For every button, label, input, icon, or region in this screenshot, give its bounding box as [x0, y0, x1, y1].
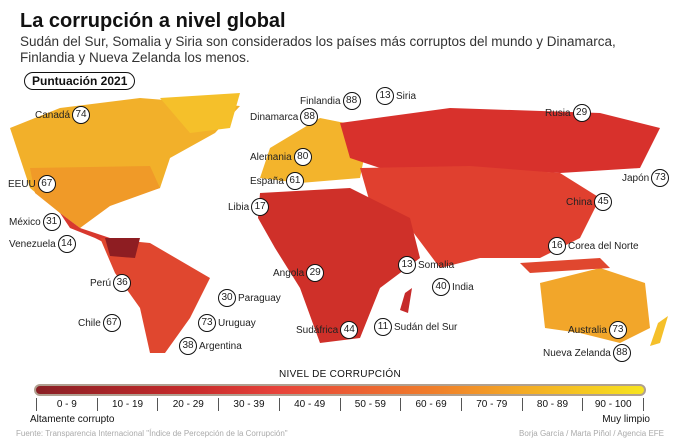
country-label-denmark: Dinamarca 88	[250, 108, 319, 126]
legend-range: 70 - 79	[460, 398, 522, 411]
country-label-syria: 13 Siria	[376, 87, 416, 105]
legend-range: 30 - 39	[218, 398, 279, 411]
asia	[360, 166, 600, 268]
country-label-venezuela: Venezuela 14	[9, 235, 76, 253]
country-label-peru: Perú 36	[90, 274, 132, 292]
country-label-libya: Libia 17	[228, 198, 270, 216]
madagascar	[400, 288, 412, 313]
legend-high-label: Muy limpio	[602, 414, 650, 425]
legend-range: 90 - 100	[582, 398, 645, 411]
legend-range: 60 - 69	[400, 398, 461, 411]
legend-range: 20 - 29	[157, 398, 218, 411]
country-label-new-zealand: Nueva Zelanda 88	[543, 344, 631, 362]
south-america	[100, 238, 210, 353]
country-label-spain: España 61	[250, 172, 304, 190]
africa	[258, 188, 420, 343]
page-title: La corrupción a nivel global	[20, 10, 286, 32]
country-label-uruguay: 73 Uruguay	[198, 314, 256, 332]
legend-title: NIVEL DE CORRUPCIÓN	[278, 369, 401, 380]
country-label-mexico: México 31	[9, 213, 61, 231]
country-label-north-korea: 16 Corea del Norte	[548, 237, 639, 255]
country-label-japan: Japón 73	[622, 169, 670, 187]
subtitle: Sudán del Sur, Somalia y Siria son consi…	[20, 34, 616, 65]
country-label-south-africa: Sudáfrica 44	[296, 321, 359, 339]
country-label-angola: Angola 29	[273, 264, 325, 282]
country-label-russia: Rusia 29	[545, 104, 591, 122]
source-note: Fuente: Transparencia Internacional "Índ…	[16, 429, 288, 438]
europe	[260, 118, 370, 183]
venezuela	[105, 238, 140, 258]
world-map	[10, 93, 668, 353]
legend-range: 80 - 89	[521, 398, 583, 411]
country-label-somalia: 13 Somalia	[398, 256, 454, 274]
country-label-canada: Canadá 74	[35, 106, 91, 124]
usa	[30, 166, 160, 228]
legend-range: 0 - 9	[36, 398, 97, 411]
legend-range: 50 - 59	[339, 398, 401, 411]
country-label-chile: Chile 67	[78, 314, 121, 332]
legend-color-scale	[34, 384, 646, 396]
country-label-australia: Australia 73	[568, 321, 627, 339]
legend-range: 10 - 19	[96, 398, 158, 411]
legend-range: 40 - 49	[278, 398, 340, 411]
country-label-paraguay: 30 Paraguay	[218, 289, 281, 307]
greenland	[160, 93, 240, 133]
country-label-finland: Finlandia 88	[300, 92, 361, 110]
country-label-germany: Alemania 80	[250, 148, 312, 166]
credits: Borja García / Marta Piñol / Agencia EFE	[519, 429, 664, 438]
country-label-south-sudan: 11 Sudán del Sur	[374, 318, 457, 336]
country-label-argentina: 38 Argentina	[179, 337, 242, 355]
indonesia	[520, 258, 610, 273]
legend-low-label: Altamente corrupto	[30, 414, 115, 425]
year-badge: Puntuación 2021	[24, 72, 136, 90]
country-label-china: China 45	[566, 193, 613, 211]
new-zealand	[650, 316, 668, 346]
country-label-usa: EEUU 67	[8, 175, 56, 193]
legend-ranges: 0 - 9 10 - 19 20 - 29 30 - 39 40 - 49 50…	[36, 398, 645, 411]
country-label-india: 40 India	[432, 278, 474, 296]
russia	[340, 108, 660, 173]
